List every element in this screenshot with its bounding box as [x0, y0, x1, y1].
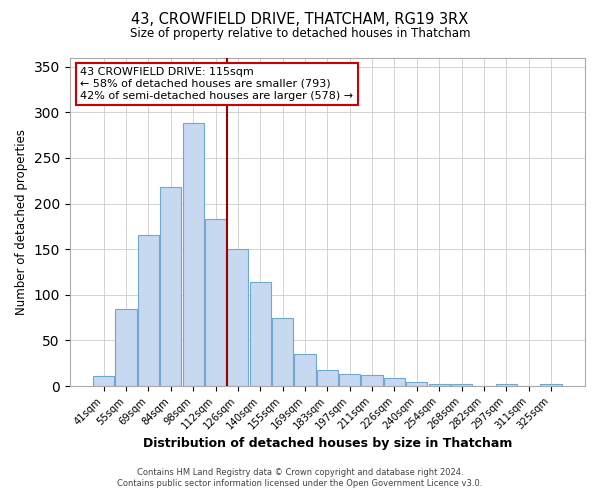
Bar — [93, 376, 115, 386]
Bar — [361, 375, 383, 386]
X-axis label: Distribution of detached houses by size in Thatcham: Distribution of detached houses by size … — [143, 437, 512, 450]
Bar — [182, 123, 204, 386]
Bar — [406, 382, 427, 386]
Text: 43, CROWFIELD DRIVE, THATCHAM, RG19 3RX: 43, CROWFIELD DRIVE, THATCHAM, RG19 3RX — [131, 12, 469, 28]
Bar — [115, 310, 137, 386]
Bar — [384, 378, 405, 386]
Bar — [496, 384, 517, 386]
Text: Size of property relative to detached houses in Thatcham: Size of property relative to detached ho… — [130, 28, 470, 40]
Bar — [160, 187, 181, 386]
Bar — [227, 249, 248, 386]
Bar — [272, 318, 293, 386]
Bar — [295, 354, 316, 386]
Bar — [541, 384, 562, 386]
Bar — [138, 236, 159, 386]
Bar — [250, 282, 271, 386]
Bar — [317, 370, 338, 386]
Bar — [339, 374, 361, 386]
Y-axis label: Number of detached properties: Number of detached properties — [15, 129, 28, 315]
Text: Contains HM Land Registry data © Crown copyright and database right 2024.
Contai: Contains HM Land Registry data © Crown c… — [118, 468, 482, 487]
Bar — [205, 219, 226, 386]
Bar — [451, 384, 472, 386]
Bar — [428, 384, 450, 386]
Text: 43 CROWFIELD DRIVE: 115sqm
← 58% of detached houses are smaller (793)
42% of sem: 43 CROWFIELD DRIVE: 115sqm ← 58% of deta… — [80, 68, 353, 100]
